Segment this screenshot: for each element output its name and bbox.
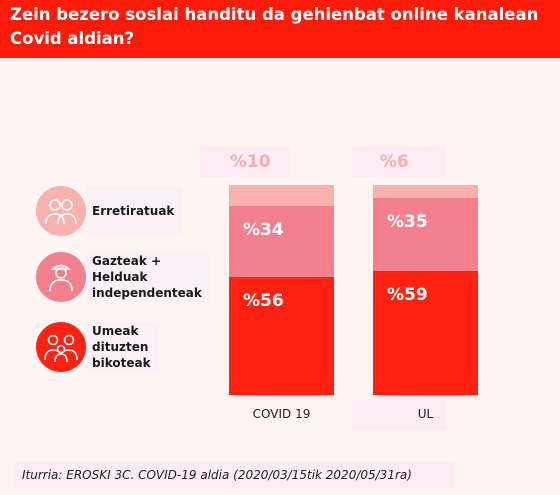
header-bar — [0, 0, 560, 58]
bar-segment-erretiratuak — [229, 185, 334, 206]
source-note: Iturria: EROSKI 3C. COVID-19 aldia (2020… — [14, 462, 454, 488]
legend-label: Erretiratuak — [86, 186, 183, 236]
segment-value-label: %10 — [229, 152, 271, 172]
segment-value-label: %56 — [243, 291, 284, 312]
category-label: UL — [417, 407, 434, 421]
bar-segment-umeak — [373, 271, 478, 395]
label-highlight-box — [352, 147, 446, 177]
segment-value-label: %34 — [243, 220, 284, 240]
young-person-icon — [36, 252, 86, 302]
segment-value-label: %35 — [387, 211, 428, 232]
bar-segment-gazteak — [229, 206, 334, 278]
label-highlight-box — [200, 147, 290, 177]
segment-value-label: %59 — [387, 285, 428, 306]
category-label: COVID 19 — [252, 407, 311, 421]
legend-label: Gazteak + Helduak independenteak — [86, 252, 210, 302]
segment-value-label: %6 — [379, 152, 409, 172]
bar-segment-umeak — [229, 277, 334, 395]
legend-label: Umeak dituzten bikoteak — [86, 322, 159, 372]
label-highlight-box — [352, 400, 446, 430]
bar-segment-erretiratuak — [373, 185, 478, 198]
bar-segment-gazteak — [373, 197, 478, 272]
page-title: Zein bezero soslai handitu da gehienbat … — [10, 5, 539, 48]
retired-couple-icon — [36, 186, 86, 236]
family-icon — [36, 322, 86, 372]
